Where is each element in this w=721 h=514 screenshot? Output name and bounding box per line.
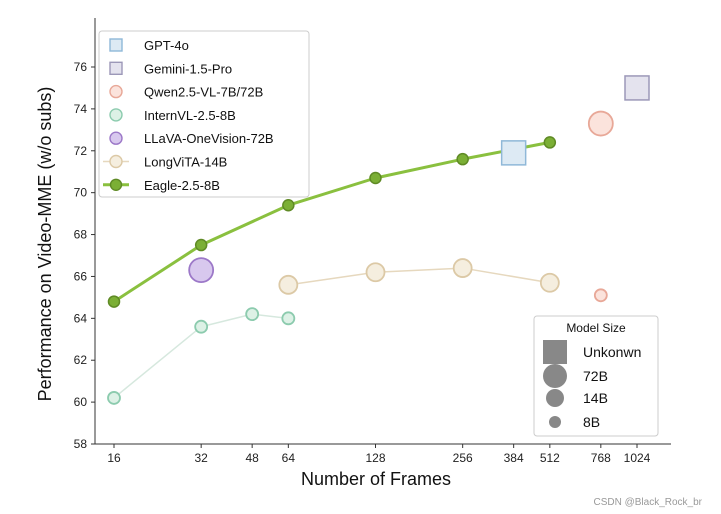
- data-point-longvita-14b: [278, 274, 299, 295]
- legend-label-gpt-4o: GPT-4o: [144, 38, 189, 53]
- x-tick-label: 16: [107, 451, 121, 465]
- x-tick-label: 1024: [624, 451, 651, 465]
- data-point-eagle-2-5-8b: [456, 152, 469, 166]
- y-tick-label: 74: [74, 102, 88, 116]
- series-line-longvita-14b: [287, 267, 551, 286]
- data-point-internvl-2-5-8b: [107, 391, 121, 405]
- data-point-llava-onevision-72b: [188, 257, 215, 284]
- data-point-longvita-14b: [539, 272, 560, 293]
- series-legend: GPT-4o Gemini-1.5-Pro Qwen2.5-VL-7B/72B Int…: [98, 30, 310, 198]
- legend-label-internvl-2-5-8b: InternVL-2.5-8B: [144, 108, 236, 123]
- data-point-internvl-2-5-8b: [245, 307, 260, 322]
- y-tick-label: 60: [74, 395, 88, 409]
- legend-marker-gemini-1-5-pro: [109, 61, 123, 75]
- legend-label-eagle-2-5-8b: Eagle-2.5-8B: [144, 178, 220, 193]
- legend-marker-longvita-14b: [109, 154, 123, 169]
- x-tick-label: 384: [504, 451, 524, 465]
- x-axis-label: Number of Frames: [301, 469, 451, 489]
- series-legend-box: [98, 30, 310, 198]
- x-tick-label: 256: [453, 451, 473, 465]
- series-lines: [112, 140, 552, 399]
- data-point-eagle-2-5-8b: [543, 136, 557, 149]
- x-tick-label: 128: [365, 451, 385, 465]
- data-point-longvita-14b: [452, 258, 473, 278]
- series-line-eagle-2-5-8b: [112, 140, 552, 304]
- data-point-eagle-2-5-8b: [107, 295, 121, 308]
- y-tick-label: 64: [74, 311, 88, 325]
- size-marker-72b: [543, 364, 567, 388]
- legend-label-llava-onevision-72b: LLaVA-OneVision-72B: [144, 131, 274, 146]
- y-tick-label: 68: [74, 228, 88, 242]
- x-tick-label: 512: [540, 451, 560, 465]
- data-point-eagle-2-5-8b: [369, 171, 382, 185]
- legend-marker-internvl-2-5-8b: [109, 108, 123, 122]
- series-points: [107, 75, 650, 405]
- model-size-legend: Model Size Unkonwn 72B 14B 8B: [533, 315, 659, 437]
- size-legend-title: Model Size: [566, 321, 626, 335]
- y-tick-label: 66: [74, 269, 88, 283]
- x-tick-label: 64: [282, 451, 296, 465]
- data-point-qwen2-5-vl-7b-72b: [593, 288, 608, 303]
- size-marker-14b: [546, 389, 564, 407]
- data-point-internvl-2-5-8b: [281, 311, 296, 326]
- size-label-unkonwn: Unkonwn: [583, 344, 641, 360]
- y-tick-label: 70: [74, 186, 88, 200]
- data-point-longvita-14b: [365, 262, 386, 283]
- data-point-gpt-4o: [500, 140, 527, 166]
- size-label-72b: 72B: [583, 368, 608, 384]
- data-point-internvl-2-5-8b: [194, 319, 209, 334]
- series-line-internvl-2-5-8b: [113, 313, 290, 399]
- data-point-eagle-2-5-8b: [282, 198, 295, 212]
- y-axis: 58 60 62 64 66 68 70 72 74 76: [74, 60, 95, 451]
- y-tick-label: 72: [74, 144, 88, 158]
- y-axis-label: Performance on Video-MME (w/o subs): [35, 87, 55, 402]
- y-tick-label: 76: [74, 60, 88, 74]
- x-tick-label: 32: [194, 451, 208, 465]
- x-axis: 16 32 48 64 128 256 384 512 768 1024: [107, 444, 651, 465]
- size-label-8b: 8B: [583, 414, 600, 430]
- legend-marker-gpt-4o: [109, 38, 123, 52]
- legend-marker-eagle-2-5-8b: [109, 178, 123, 192]
- x-tick-label: 48: [245, 451, 259, 465]
- x-tick-label: 768: [591, 451, 611, 465]
- legend-label-longvita-14b: LongViTA-14B: [144, 155, 227, 170]
- size-marker-8b: [549, 416, 561, 428]
- data-point-eagle-2-5-8b: [194, 238, 208, 252]
- legend-label-gemini-1-5-pro: Gemini-1.5-Pro: [144, 61, 232, 76]
- legend-label-qwen2-5-vl-7b-72b: Qwen2.5-VL-7B/72B: [144, 85, 263, 100]
- y-tick-label: 58: [74, 437, 88, 451]
- size-label-14b: 14B: [583, 390, 608, 406]
- legend-marker-qwen2-5-vl-7b-72b: [109, 84, 123, 99]
- y-tick-label: 62: [74, 353, 88, 367]
- data-point-qwen2-5-vl-7b-72b: [587, 110, 614, 137]
- legend-marker-llava-onevision-72b: [109, 131, 123, 145]
- watermark: CSDN @Black_Rock_br: [593, 497, 702, 508]
- size-marker-unknown: [543, 340, 567, 364]
- data-point-gemini-1-5-pro: [624, 75, 650, 101]
